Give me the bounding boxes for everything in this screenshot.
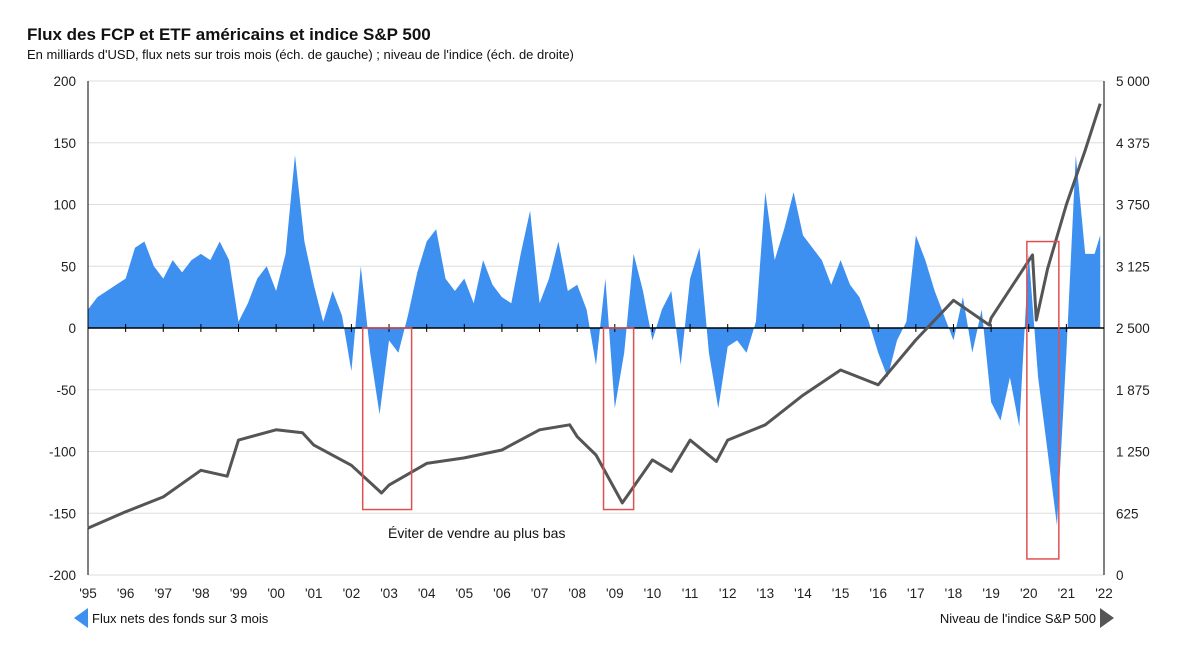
y-left-tick-label: 200 [53,74,76,89]
sp500-line [87,103,1102,530]
x-tick-label: '01 [305,586,323,601]
flows-area [88,155,1101,526]
y-right-tick-label: 4 375 [1116,136,1150,151]
legend-flows: Flux nets des fonds sur 3 mois [74,608,268,628]
y-right-tick-label: 3 125 [1116,259,1150,274]
y-right-tick-label: 3 750 [1116,198,1150,213]
chart-title: Flux des FCP et ETF américains et indice… [27,25,431,44]
x-tick-label: '05 [455,586,473,601]
x-tick-label: '12 [719,586,737,601]
x-tick-label: '13 [757,586,775,601]
x-tick-label: '19 [982,586,1000,601]
x-tick-label: '10 [644,586,662,601]
x-tick-label: '00 [267,586,285,601]
x-tick-label: '22 [1095,586,1113,601]
highlight-box [361,327,413,511]
y-left-tick-label: 50 [61,259,76,274]
x-tick-label: '09 [606,586,624,601]
x-tick-label: '96 [117,586,135,601]
x-tick-label: '18 [945,586,963,601]
y-right-tick-label: 625 [1116,506,1139,521]
x-tick-label: '97 [154,586,172,601]
x-tick-label: '20 [1020,586,1038,601]
x-tick-label: '98 [192,586,210,601]
highlight-box [602,327,635,511]
y-right-tick-label: 5 000 [1116,74,1150,89]
y-left-tick-label: -150 [49,506,76,521]
x-tick-label: '95 [79,586,97,601]
chart-subtitle: En milliards d'USD, flux nets sur trois … [27,47,574,62]
y-left-tick-label: -200 [49,568,76,583]
y-left-tick-label: -100 [49,445,76,460]
legend-index: Niveau de l'indice S&P 500 [940,608,1114,628]
legend-right-arrow-icon [1100,608,1114,628]
y-right-tick-label: 1 250 [1116,445,1150,460]
annotation-text: Éviter de vendre au plus bas [388,525,565,541]
y-left-tick-label: 150 [53,136,76,151]
x-tick-label: '03 [380,586,398,601]
x-tick-label: '14 [794,586,812,601]
x-tick-label: '11 [682,586,699,601]
x-tick-label: '06 [493,586,511,601]
x-tick-label: '16 [869,586,887,601]
x-tick-label: '04 [418,586,436,601]
x-tick-label: '02 [343,586,361,601]
x-tick-label: '21 [1058,586,1076,601]
x-tick-label: '17 [907,586,925,601]
highlight-box [1026,240,1060,560]
x-tick-label: '07 [531,586,549,601]
x-tick-label: '99 [230,586,248,601]
x-tick-label: '15 [832,586,850,601]
y-left-tick-label: 100 [53,198,76,213]
x-tick-label: '08 [568,586,586,601]
legend-left-arrow-icon [74,608,88,628]
legend-flows-label: Flux nets des fonds sur 3 mois [92,610,269,626]
y-left-tick-label: 0 [68,321,76,336]
legend-index-label: Niveau de l'indice S&P 500 [939,610,1096,626]
y-right-tick-label: 0 [1116,568,1124,583]
y-left-tick-label: -50 [56,383,76,398]
y-right-tick-label: 1 875 [1116,383,1150,398]
y-right-tick-label: 2 500 [1116,321,1150,336]
